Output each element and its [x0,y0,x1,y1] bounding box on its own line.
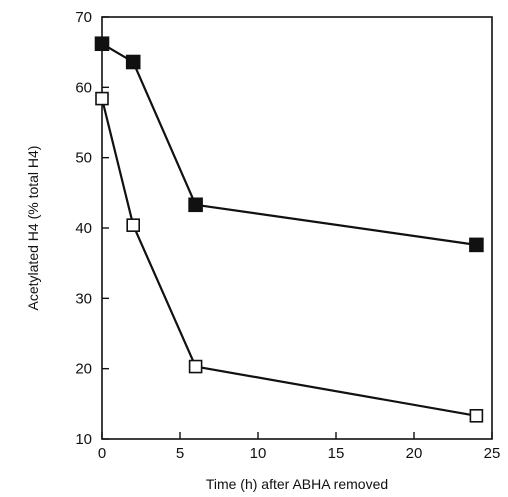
y-tick-label: 10 [75,431,92,448]
series-1-point [94,36,110,52]
series-2-point [469,408,484,423]
y-tick-label: 30 [75,290,92,307]
series-1-line [101,42,477,246]
series-2-point [188,359,203,374]
series-1-point [125,54,141,70]
plot-frame [101,16,493,440]
y-tick-label: 50 [75,150,92,167]
y-axis-label: Acetylated H4 (% total H4) [25,146,41,311]
series-1-point [469,237,484,253]
series-layer [94,36,484,423]
series-2-point [95,91,109,106]
x-tick-label: 20 [406,445,423,462]
x-tick-label: 15 [328,445,345,462]
series-2-line [100,98,477,417]
series-2-point [126,218,140,232]
y-tick-label: 60 [75,79,92,96]
series-1 [94,36,484,253]
x-tick-label: 5 [176,445,184,462]
y-tick-label: 40 [75,220,92,237]
series-2 [95,91,484,423]
x-tick-label: 0 [98,445,106,462]
series-1-point [188,197,203,213]
x-axis-label: Time (h) after ABHA removed [206,476,388,492]
x-tick-label: 10 [250,445,267,462]
x-tick-label: 25 [484,445,501,462]
y-tick-label: 20 [75,361,92,378]
y-tick-label: 70 [75,9,92,26]
axis-ticks: 0 5 10 15 20 25 10 20 30 40 50 60 70 [75,9,500,462]
